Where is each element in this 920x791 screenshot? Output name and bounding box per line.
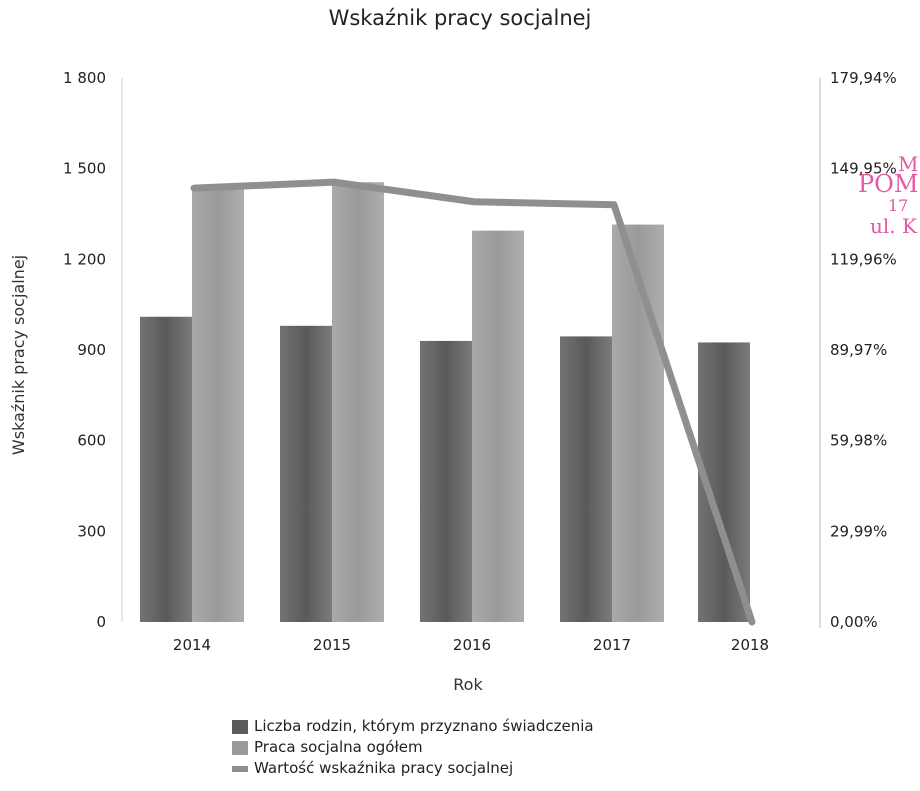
x-tick-label: 2017 (593, 636, 631, 654)
legend-item: Wartość wskaźnika pracy socjalnej (232, 758, 594, 779)
legend-label: Liczba rodzin, którym przyznano świadcze… (254, 717, 594, 735)
stamp-line: 17 (888, 196, 909, 215)
legend-swatch (232, 719, 248, 734)
y-tick-label: 1 500 (63, 160, 106, 178)
stamp: M POM 17 ul. K (848, 152, 920, 252)
line-point-2017 (611, 202, 617, 208)
x-tick-label: 2015 (313, 636, 351, 654)
y2-tick-label: 0,00% (830, 613, 878, 631)
bar-families-2016 (420, 340, 472, 622)
y-tick-label: 0 (96, 613, 106, 631)
line-point-2016 (471, 199, 477, 205)
x-axis-ticks: 2014 2015 2016 2017 2018 (173, 636, 769, 654)
legend-item: Praca socjalna ogółem (232, 737, 594, 758)
line-point-2015 (331, 179, 337, 185)
chart-title: Wskaźnik pracy socjalnej (328, 6, 592, 30)
x-tick-label: 2016 (453, 636, 491, 654)
legend-item: Liczba rodzin, którym przyznano świadcze… (232, 716, 594, 737)
y-tick-label: 300 (77, 522, 106, 540)
y2-tick-label: 119,96% (830, 250, 897, 268)
line-point-2014 (191, 185, 197, 191)
legend-label: Praca socjalna ogółem (254, 738, 423, 756)
y-tick-label: 1 800 (63, 69, 106, 87)
y2-tick-label: 59,98% (830, 432, 887, 450)
y2-tick-label: 29,99% (830, 522, 887, 540)
bar-families-2015 (280, 325, 332, 622)
stamp-line: M (898, 152, 919, 176)
bar-social-work-2014 (192, 188, 244, 623)
stamp-line: POM (858, 170, 919, 198)
legend-swatch (232, 765, 248, 772)
x-axis-title: Rok (453, 675, 483, 694)
bar-families-2017 (560, 336, 612, 622)
bar-social-work-2016 (472, 230, 524, 622)
y-tick-label: 900 (77, 341, 106, 359)
y2-tick-label: 149,95% (830, 160, 897, 178)
y2-tick-label: 89,97% (830, 341, 887, 359)
y2-tick-label: 179,94% (830, 69, 897, 87)
legend-swatch (232, 740, 248, 755)
y-tick-label: 1 200 (63, 250, 106, 268)
line-series (190, 178, 756, 626)
bar-social-work-2015 (332, 182, 384, 622)
bars (140, 182, 750, 623)
bar-social-work-2017 (612, 224, 664, 623)
left-axis-ticks: 0 300 600 900 1 200 1 500 1 800 (63, 69, 106, 631)
y-axis-title: Wskaźnik pracy socjalnej (9, 255, 28, 455)
bar-families-2014 (140, 316, 192, 622)
legend: Liczba rodzin, którym przyznano świadcze… (232, 716, 594, 779)
stamp-line: ul. K (870, 214, 917, 238)
x-tick-label: 2018 (731, 636, 769, 654)
right-axis-ticks: 0,00% 29,99% 59,98% 89,97% 119,96% 149,95% 179… (830, 69, 897, 631)
y-tick-label: 600 (77, 432, 106, 450)
legend-label: Wartość wskaźnika pracy socjalnej (254, 759, 514, 777)
line-point-2018 (749, 619, 755, 625)
x-tick-label: 2014 (173, 636, 211, 654)
